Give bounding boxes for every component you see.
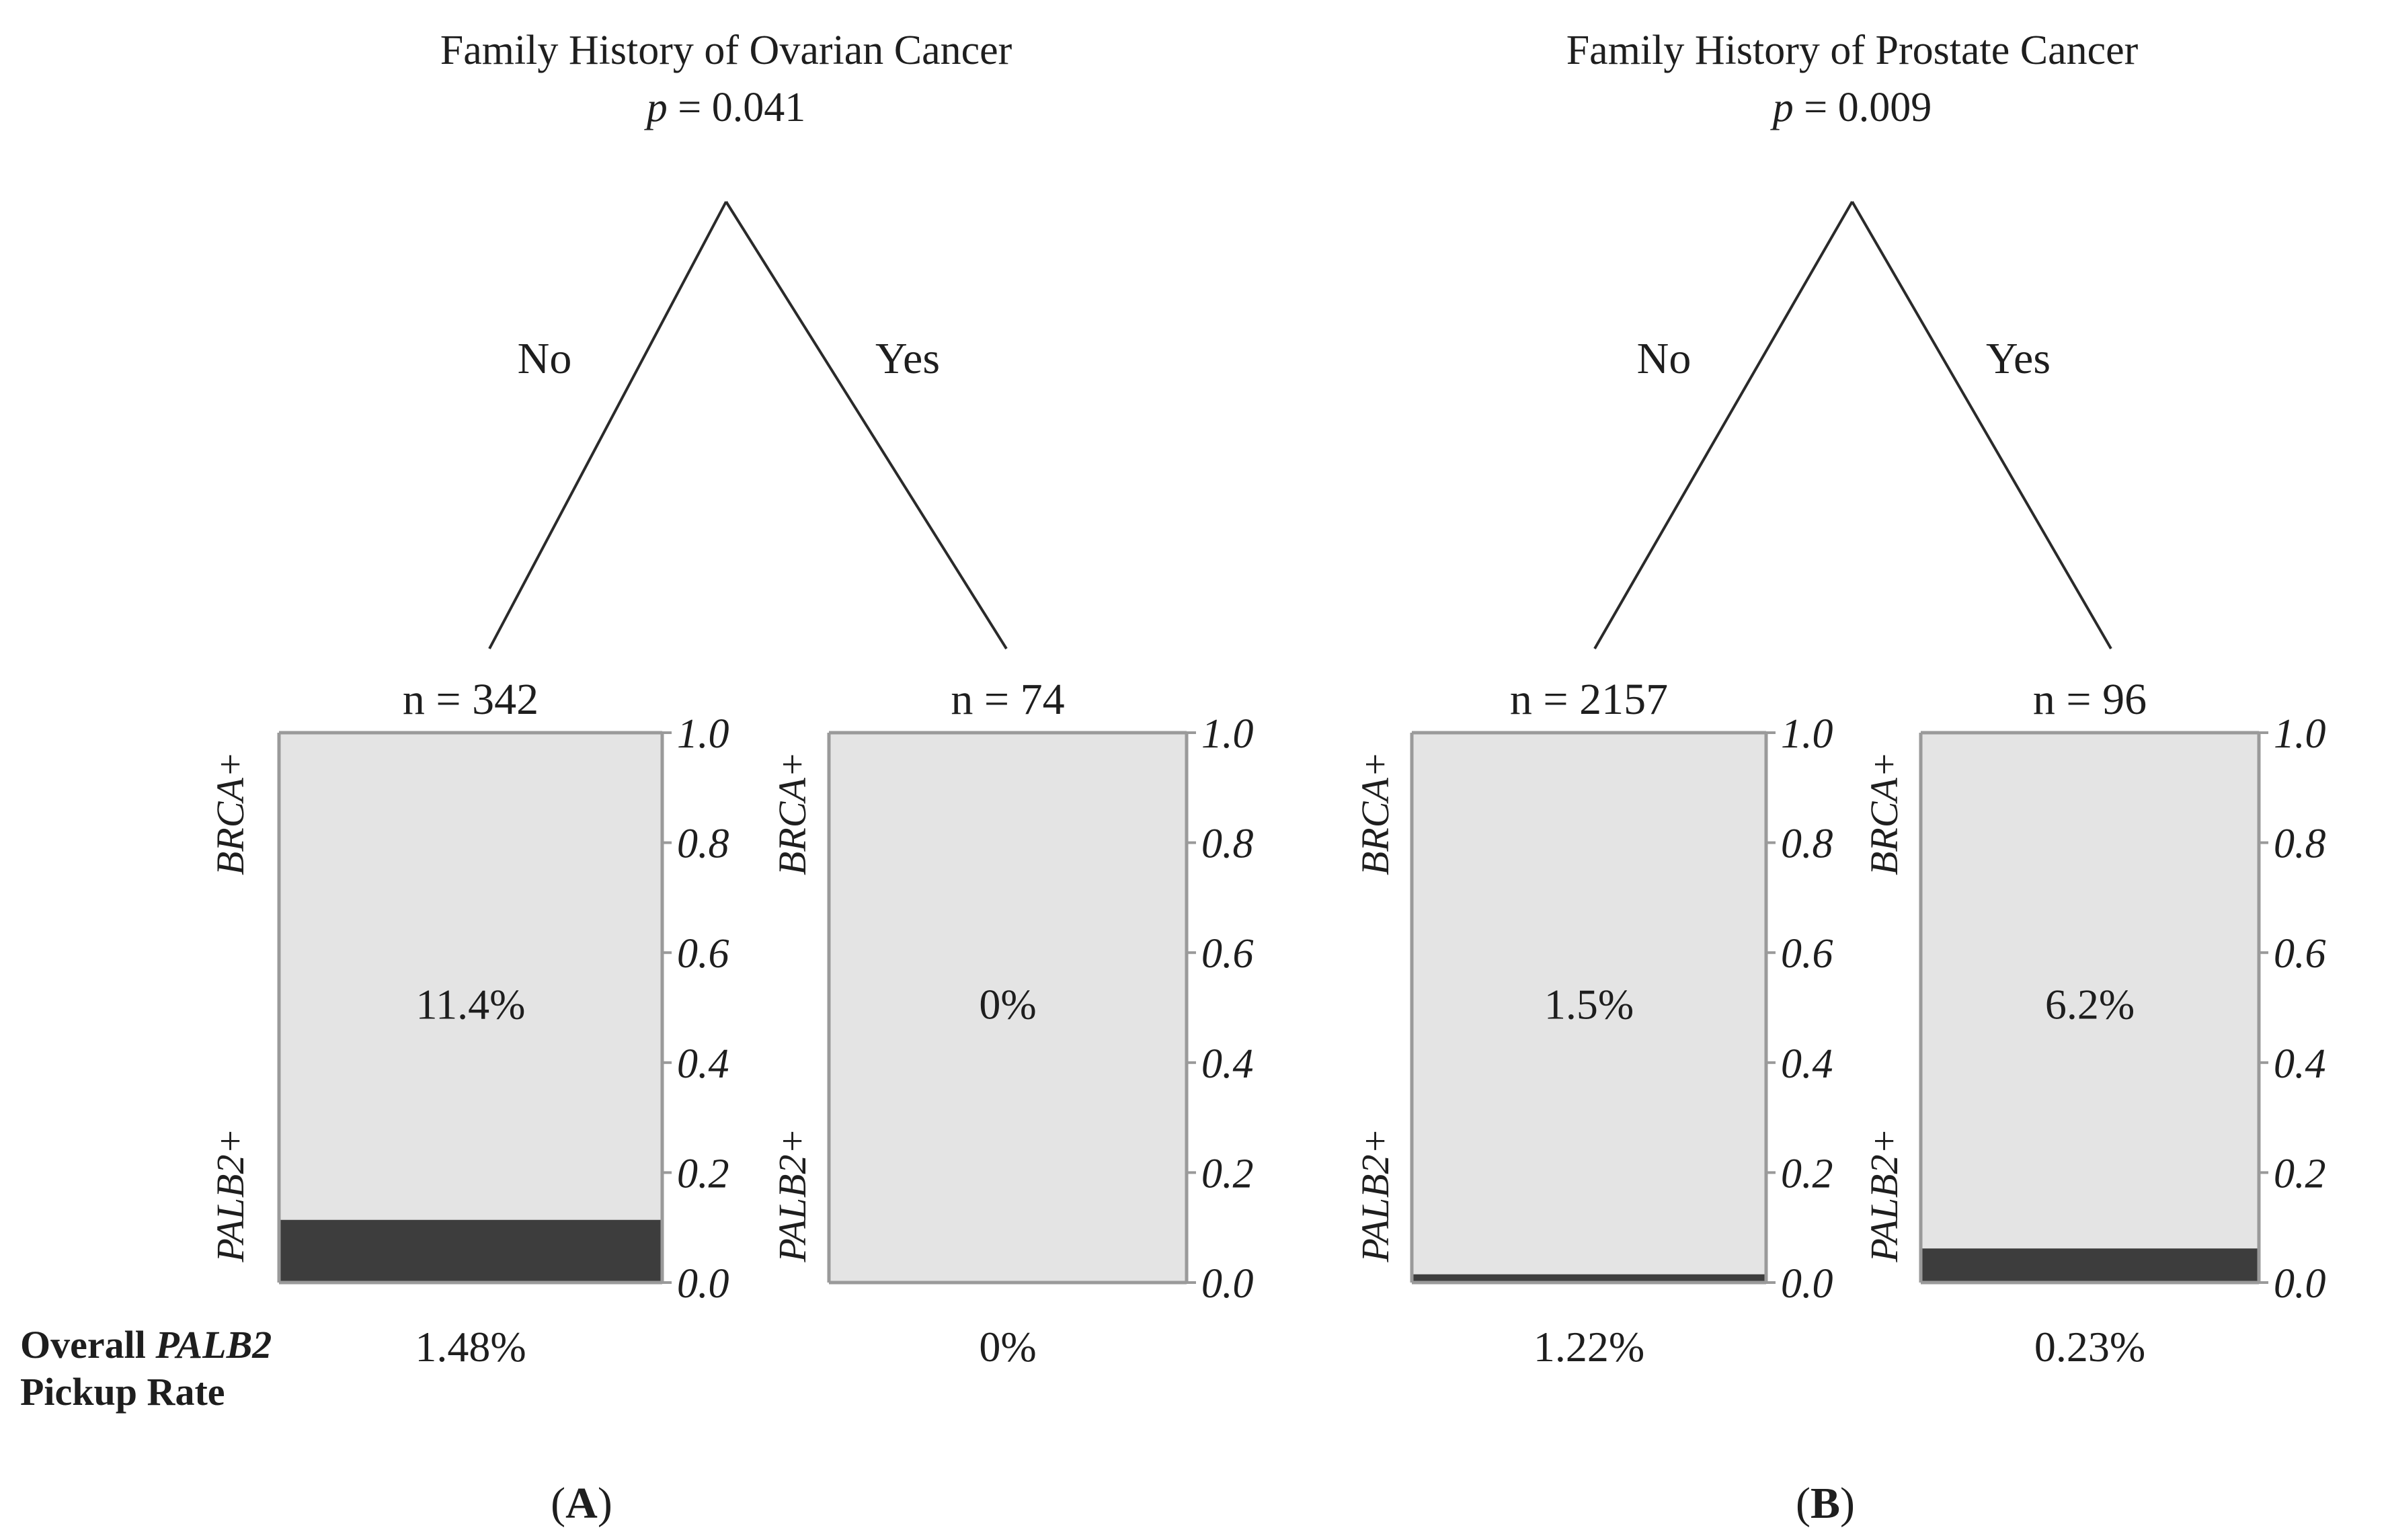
panel-a: Family History of Ovarian Cancer p = 0.04… bbox=[208, 28, 1254, 1528]
n-label: n = 96 bbox=[2033, 675, 2147, 724]
side-label-palb2: PALB2+ bbox=[208, 1128, 252, 1262]
overall-rate-value: 1.48% bbox=[415, 1323, 526, 1371]
y-tick-label: 0.6 bbox=[1201, 931, 1254, 977]
y-tick-label: 1.0 bbox=[1201, 711, 1254, 757]
center-percent-label: 6.2% bbox=[2045, 980, 2135, 1028]
y-tick-label: 0.0 bbox=[1201, 1261, 1254, 1307]
n-label: n = 342 bbox=[403, 675, 539, 724]
tree-branch-right bbox=[1851, 200, 2112, 650]
side-label-brca: BRCA+ bbox=[1862, 752, 1906, 875]
bar-palb2-segment bbox=[1412, 1274, 1766, 1283]
p-value-label: p = 0.041 bbox=[644, 85, 805, 130]
side-label-palb2: PALB2+ bbox=[1353, 1128, 1397, 1262]
y-tick-label: 0.6 bbox=[677, 931, 729, 977]
panel-label: (B) bbox=[1796, 1479, 1855, 1528]
bar-group: n = 2157 1.5% BRCA+ PALB2+ 0.0 0.2 0.4 0.6 0.8 1.… bbox=[1353, 675, 1833, 1371]
panel-b: Family History of Prostate Cancer p = 0.0… bbox=[1353, 28, 2326, 1528]
bar-group: n = 96 6.2% BRCA+ PALB2+ 0.0 0.2 0.4 0.6 0.8 1.0 0… bbox=[1862, 675, 2326, 1371]
bar-brca-segment bbox=[1412, 733, 1766, 1274]
tree-branch-right bbox=[725, 200, 1008, 650]
y-tick-label: 0.4 bbox=[1781, 1041, 1833, 1087]
center-percent-label: 0% bbox=[979, 980, 1036, 1028]
y-tick-label: 0.0 bbox=[677, 1261, 729, 1307]
y-tick-label: 0.8 bbox=[1781, 821, 1833, 867]
y-tick-label: 1.0 bbox=[2274, 711, 2326, 757]
overall-rate-label-line1: Overall PALB2 bbox=[20, 1323, 272, 1367]
y-tick-label: 0.0 bbox=[2274, 1261, 2326, 1307]
p-value-label: p = 0.009 bbox=[1770, 85, 1932, 130]
y-tick-label: 0.8 bbox=[2274, 821, 2326, 867]
y-tick-label: 0.4 bbox=[1201, 1041, 1254, 1087]
side-label-palb2: PALB2+ bbox=[770, 1128, 814, 1262]
y-tick-label: 0.6 bbox=[1781, 931, 1833, 977]
center-percent-label: 1.5% bbox=[1544, 980, 1634, 1028]
tree-branch-left bbox=[488, 201, 727, 649]
panel-label: (A) bbox=[551, 1479, 612, 1528]
chart-title: Family History of Ovarian Cancer bbox=[440, 28, 1012, 73]
center-percent-label: 11.4% bbox=[416, 980, 526, 1028]
tree-branch-left bbox=[1593, 201, 1854, 649]
bar-brca-segment bbox=[1921, 733, 2259, 1249]
y-tick-label: 0.2 bbox=[677, 1151, 729, 1197]
side-label-brca: BRCA+ bbox=[770, 752, 814, 875]
overall-rate-value: 0.23% bbox=[2034, 1323, 2145, 1371]
bar-group: n = 342 11.4% BRCA+ PALB2+ 0.0 0.2 0.4 0.6 0.8 1.… bbox=[208, 675, 729, 1371]
y-tick-label: 0.2 bbox=[2274, 1151, 2326, 1197]
y-tick-label: 1.0 bbox=[677, 711, 729, 757]
y-tick-label: 0.8 bbox=[677, 821, 729, 867]
bar-palb2-segment bbox=[1921, 1248, 2259, 1283]
y-tick-label: 0.2 bbox=[1201, 1151, 1254, 1197]
branch-label-no: No bbox=[518, 334, 572, 383]
overall-rate-value: 0% bbox=[979, 1323, 1036, 1371]
bar-brca-segment bbox=[829, 733, 1187, 1283]
branch-label-no: No bbox=[1637, 334, 1692, 383]
n-label: n = 2157 bbox=[1510, 675, 1668, 724]
y-tick-label: 1.0 bbox=[1781, 711, 1833, 757]
n-label: n = 74 bbox=[951, 675, 1064, 724]
bar-brca-segment bbox=[279, 733, 662, 1220]
side-label-palb2: PALB2+ bbox=[1862, 1128, 1906, 1262]
y-tick-label: 0.6 bbox=[2274, 931, 2326, 977]
y-tick-label: 0.4 bbox=[677, 1041, 729, 1087]
branch-label-yes: Yes bbox=[1986, 334, 2051, 383]
y-tick-label: 0.2 bbox=[1781, 1151, 1833, 1197]
bar-group: n = 74 0% BRCA+ PALB2+ 0.0 0.2 0.4 0.6 0.8 1.0 0% bbox=[770, 675, 1254, 1371]
overall-rate-label-line2: Pickup Rate bbox=[20, 1370, 225, 1414]
side-label-brca: BRCA+ bbox=[1353, 752, 1397, 875]
branch-label-yes: Yes bbox=[875, 334, 940, 383]
y-tick-label: 0.0 bbox=[1781, 1261, 1833, 1307]
side-label-brca: BRCA+ bbox=[208, 752, 252, 875]
chart-title: Family History of Prostate Cancer bbox=[1566, 28, 2139, 73]
overall-rate-value: 1.22% bbox=[1534, 1323, 1644, 1371]
y-tick-label: 0.8 bbox=[1201, 821, 1254, 867]
bar-palb2-segment bbox=[279, 1219, 662, 1283]
y-tick-label: 0.4 bbox=[2274, 1041, 2326, 1087]
